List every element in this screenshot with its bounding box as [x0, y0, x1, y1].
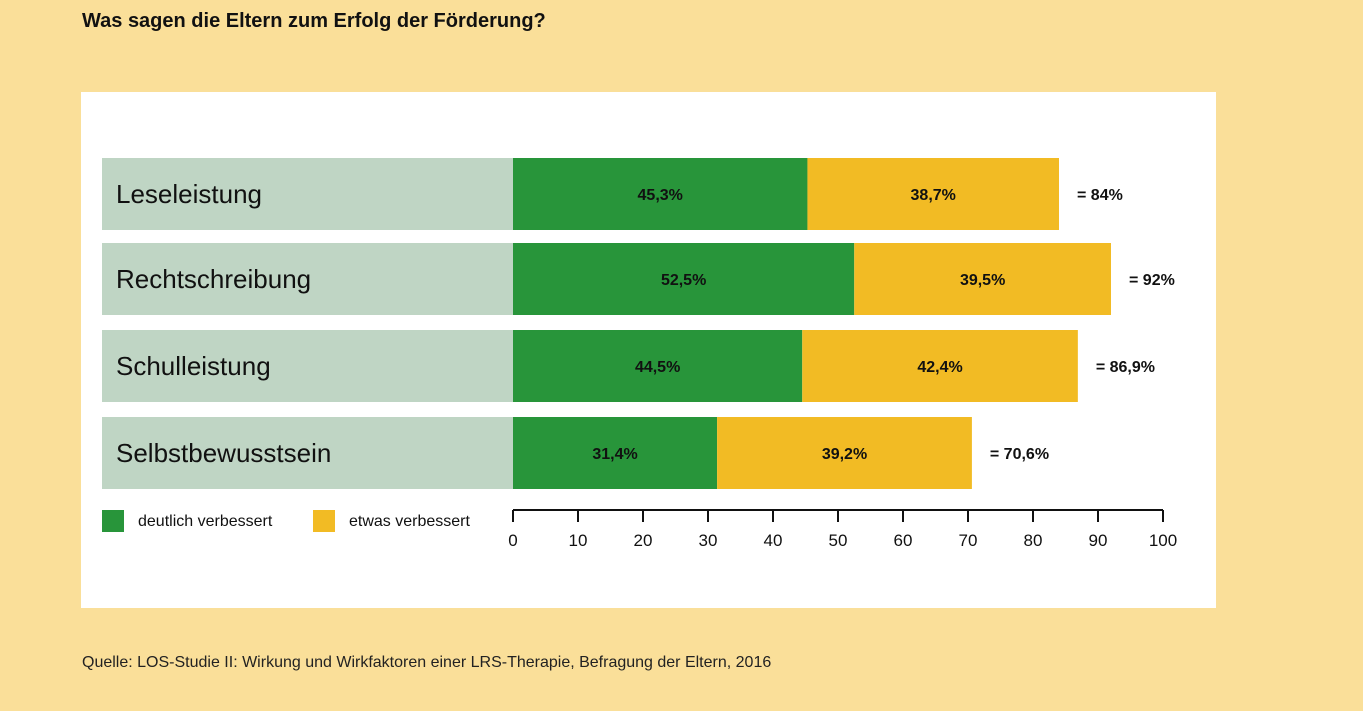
- x-tick-label: 50: [829, 531, 848, 550]
- bar-segment-deutlich: [513, 330, 803, 402]
- category-band: [102, 243, 513, 315]
- x-tick-label: 70: [959, 531, 978, 550]
- source-note: Quelle: LOS-Studie II: Wirkung und Wirkf…: [82, 654, 772, 671]
- bar-segment-etwas: [717, 417, 972, 489]
- category-band: [102, 158, 513, 230]
- segment-value-label: 45,3%: [638, 187, 683, 204]
- x-tick-label: 40: [764, 531, 783, 550]
- category-label: Selbstbewusstsein: [116, 438, 331, 468]
- chart-panel: Leseleistung 45,3% 38,7% = 84% Rechtschreibu…: [81, 92, 1216, 608]
- bar-segment-deutlich: [513, 417, 718, 489]
- category-label: Leseleistung: [116, 179, 262, 209]
- x-tick-label: 30: [699, 531, 718, 550]
- segment-value-label: 52,5%: [661, 272, 706, 289]
- bar-segment-deutlich: [513, 243, 855, 315]
- bar-segment-etwas: [802, 330, 1078, 402]
- legend-swatch-etwas: [313, 510, 335, 532]
- bar-segment-etwas: [854, 243, 1111, 315]
- segment-value-label: 39,5%: [960, 272, 1005, 289]
- x-tick-label: 80: [1024, 531, 1043, 550]
- segment-value-label: 42,4%: [917, 359, 962, 376]
- segment-value-label: 39,2%: [822, 446, 867, 463]
- x-tick-label: 20: [634, 531, 653, 550]
- x-tick-label: 100: [1149, 531, 1177, 550]
- x-tick-label: 10: [569, 531, 588, 550]
- chart-title: Was sagen die Eltern zum Erfolg der Förd…: [82, 10, 546, 32]
- total-label: = 70,6%: [990, 446, 1049, 463]
- total-label: = 84%: [1077, 187, 1123, 204]
- legend-swatch-deutlich: [102, 510, 124, 532]
- category-band: [102, 330, 513, 402]
- legend-label: etwas verbessert: [349, 513, 470, 530]
- total-label: = 92%: [1129, 272, 1175, 289]
- segment-value-label: 31,4%: [592, 446, 637, 463]
- x-tick-label: 0: [508, 531, 517, 550]
- x-tick-label: 90: [1089, 531, 1108, 550]
- stacked-bar-chart: Leseleistung 45,3% 38,7% = 84% Rechtschreibu…: [102, 158, 1177, 550]
- category-label: Rechtschreibung: [116, 264, 311, 294]
- category-label: Schulleistung: [116, 351, 271, 381]
- x-tick-label: 60: [894, 531, 913, 550]
- segment-value-label: 44,5%: [635, 359, 680, 376]
- segment-value-label: 38,7%: [911, 187, 956, 204]
- category-band: [102, 417, 513, 489]
- bar-segment-etwas: [807, 158, 1059, 230]
- bar-segment-deutlich: [513, 158, 808, 230]
- legend-label: deutlich verbessert: [138, 513, 273, 530]
- total-label: = 86,9%: [1096, 359, 1155, 376]
